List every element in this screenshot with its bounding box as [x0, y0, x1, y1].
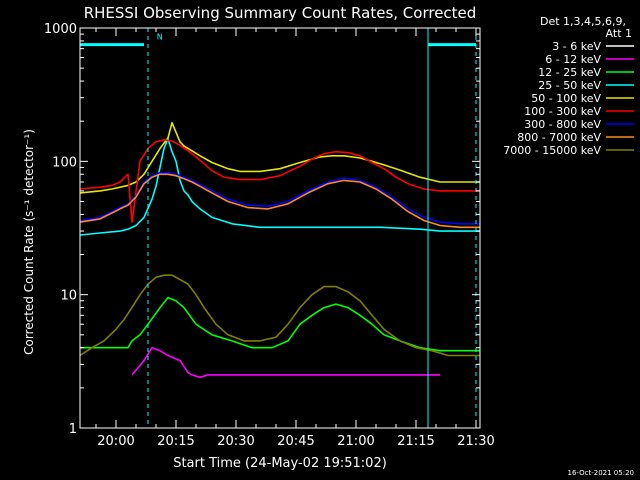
legend-label-4: 25 - 50 keV [538, 79, 601, 92]
x-tick-label-1: 20:00 [97, 434, 134, 449]
legend-label-8: 800 - 7000 keV [517, 131, 601, 144]
series-line-7 [79, 172, 480, 225]
x-tick-label-5: 21:00 [337, 434, 374, 449]
legend-label-2: 6 - 12 keV [545, 53, 601, 66]
series-line-4 [79, 137, 480, 236]
series-line-9 [79, 274, 480, 357]
series-line-2 [131, 346, 440, 379]
y-tick-label-4: 1000 [44, 22, 77, 37]
x-tick-label-2: 20:15 [157, 434, 194, 449]
legend-header-det: Det 1,3,4,5,6,9, [540, 15, 626, 28]
timestamp: 16-Oct-2021 05:20 [568, 469, 634, 477]
legend-label-1: 3 - 6 keV [552, 40, 601, 53]
legend-label-7: 300 - 800 keV [524, 118, 601, 131]
y-axis-label: Corrected Count Rate (s⁻¹ detector⁻¹) [22, 129, 36, 355]
legend-header-att: Att 1 [606, 27, 632, 40]
x-tick-label-6: 21:15 [397, 434, 434, 449]
series-line-6 [79, 139, 480, 223]
series-line-5 [79, 121, 480, 194]
night-marker-label: N [157, 32, 163, 41]
x-tick-label-7: 21:30 [457, 434, 494, 449]
legend-label-9: 7000 - 15000 keV [503, 144, 601, 157]
legend-label-6: 100 - 300 keV [524, 105, 601, 118]
y-tick-label-3: 100 [52, 155, 77, 170]
x-tick-label-4: 20:45 [277, 434, 314, 449]
series-line-8 [79, 173, 480, 229]
series-line-3 [80, 296, 480, 352]
y-tick-label-2: 10 [60, 289, 77, 304]
x-axis-label: Start Time (24-May-02 19:51:02) [173, 456, 387, 471]
legend-label-3: 12 - 25 keV [538, 66, 601, 79]
y-tick-label-1: 1 [69, 422, 77, 437]
plot-frame [79, 27, 481, 429]
legend-label-5: 50 - 100 keV [531, 92, 601, 105]
x-tick-label-3: 20:30 [217, 434, 254, 449]
chart-title: RHESSI Observing Summary Count Rates, Co… [84, 4, 477, 22]
